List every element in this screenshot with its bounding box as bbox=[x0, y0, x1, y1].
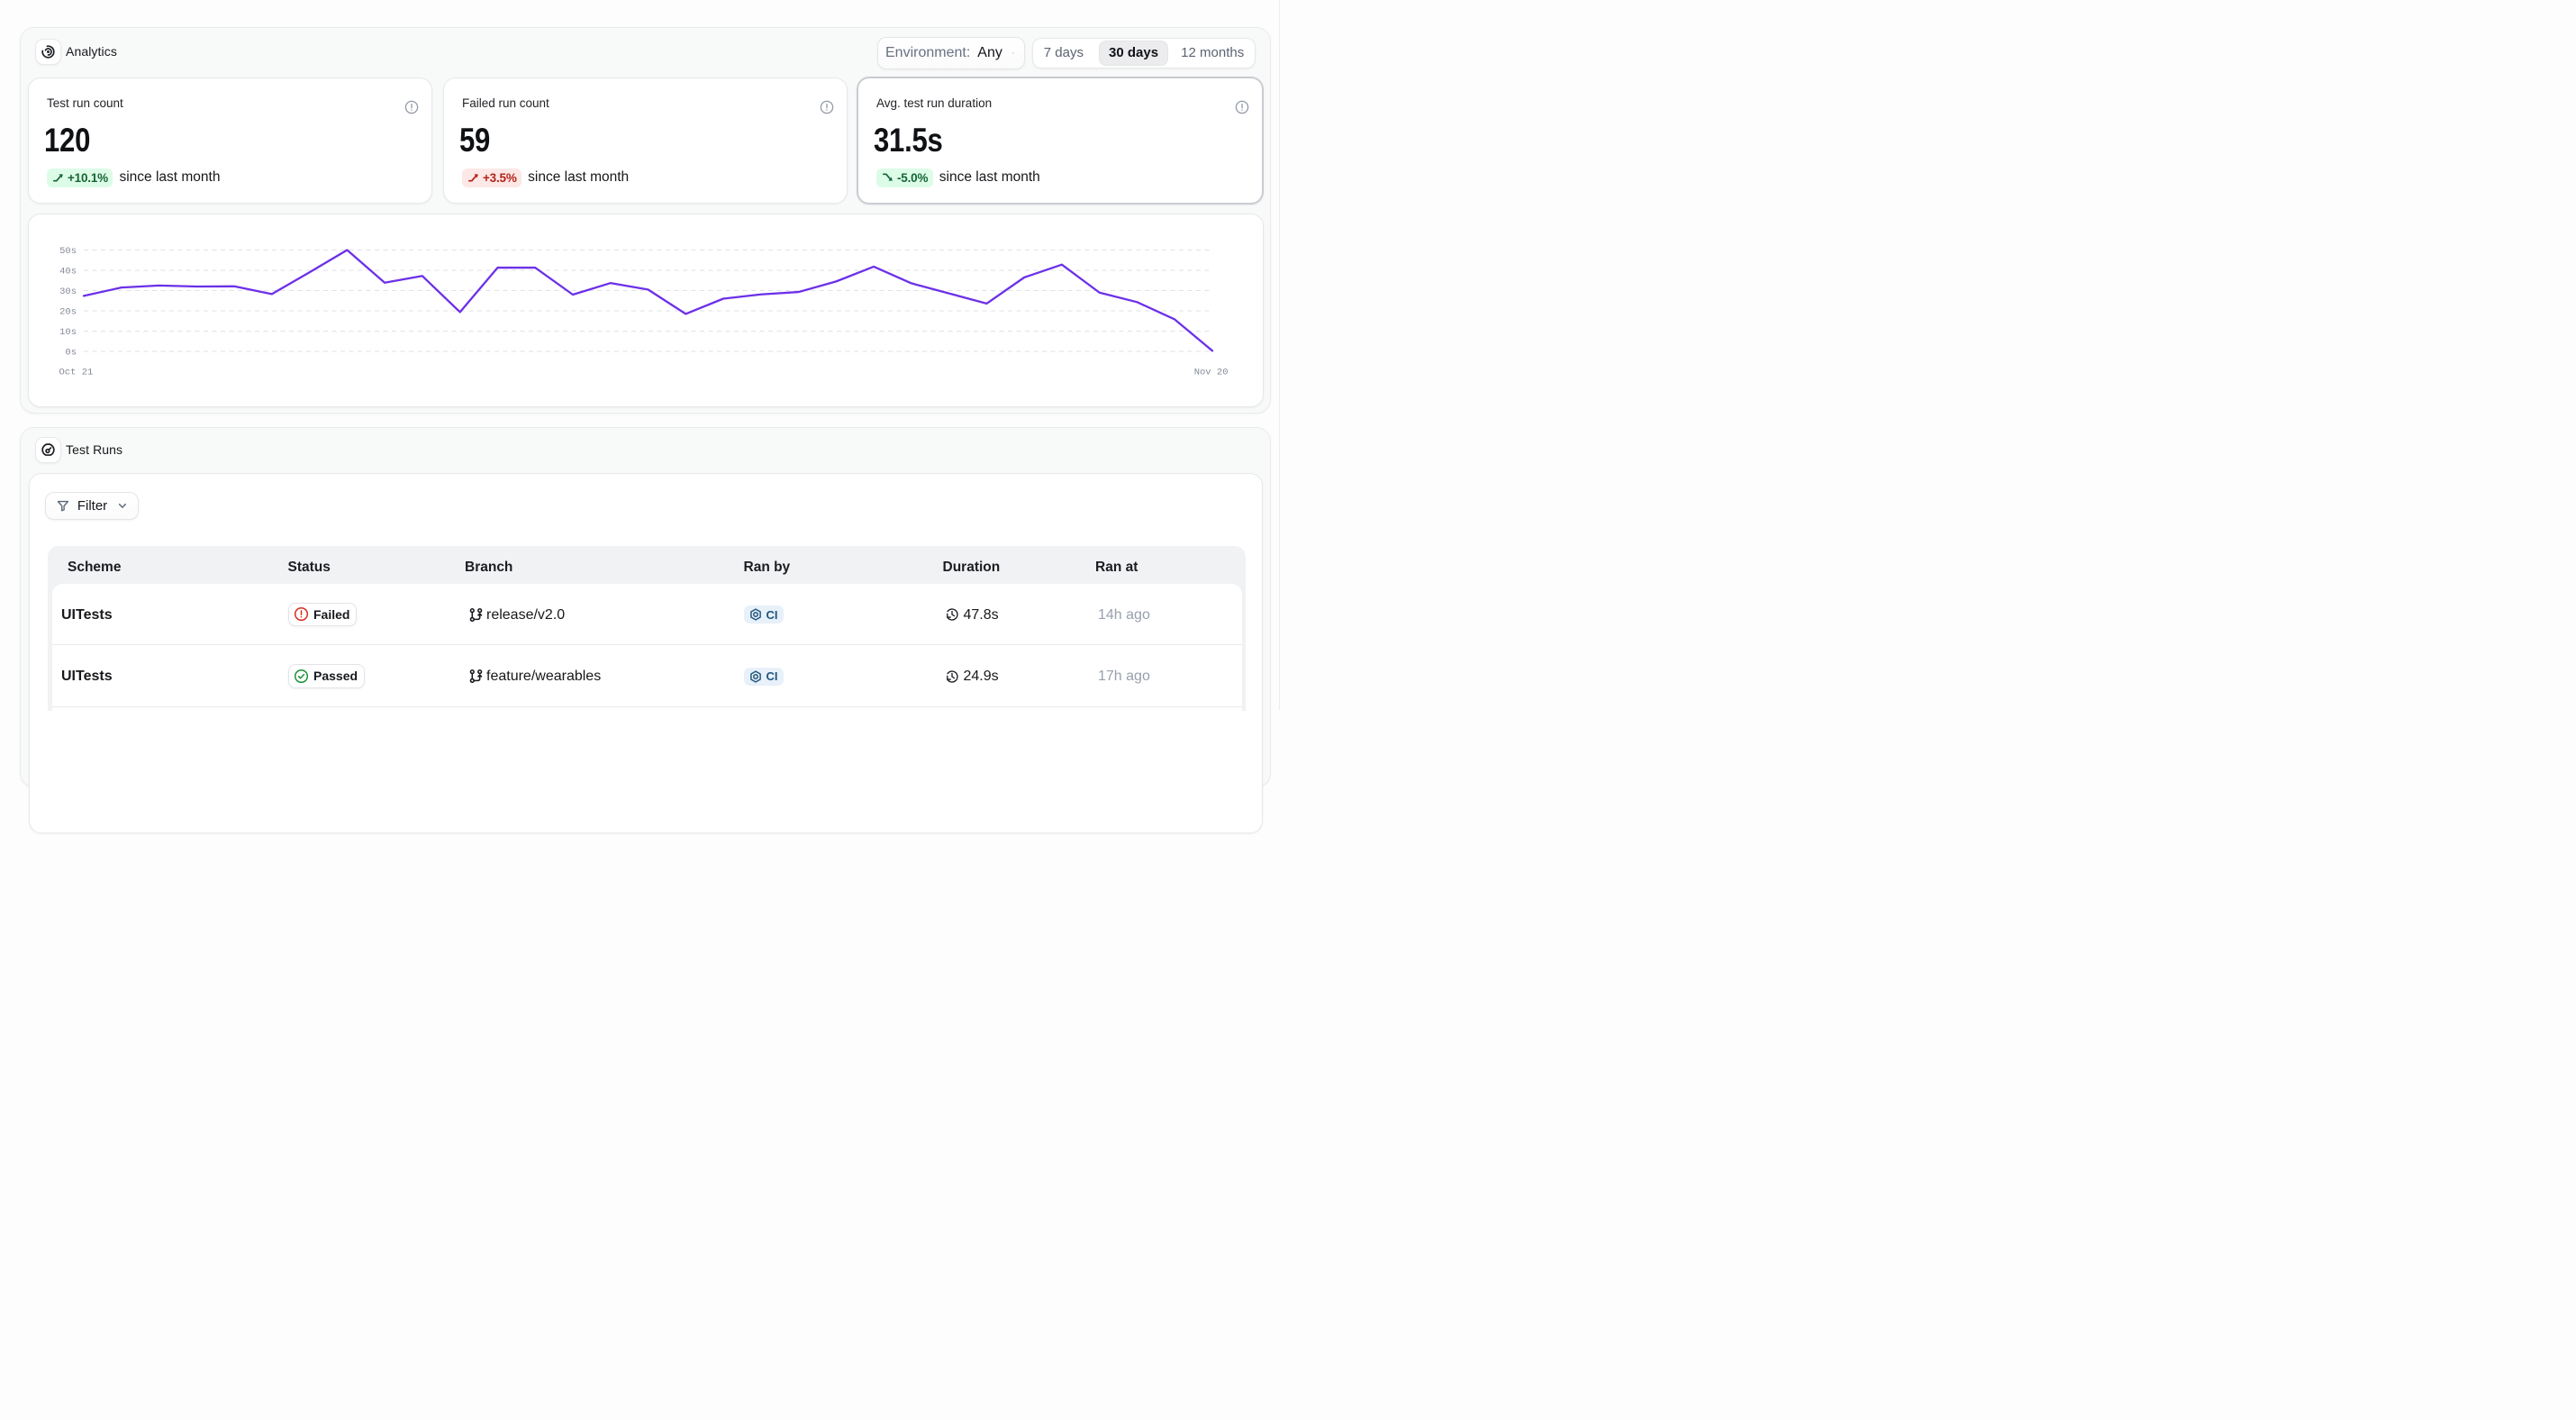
svg-text:Oct 21: Oct 21 bbox=[59, 367, 94, 378]
svg-text:10s: 10s bbox=[59, 327, 77, 338]
svg-text:0s: 0s bbox=[65, 347, 77, 358]
svg-text:Nov 20: Nov 20 bbox=[1194, 367, 1229, 378]
svg-text:50s: 50s bbox=[59, 246, 77, 257]
svg-text:40s: 40s bbox=[59, 266, 77, 277]
svg-text:30s: 30s bbox=[59, 287, 77, 297]
svg-text:20s: 20s bbox=[59, 306, 77, 317]
